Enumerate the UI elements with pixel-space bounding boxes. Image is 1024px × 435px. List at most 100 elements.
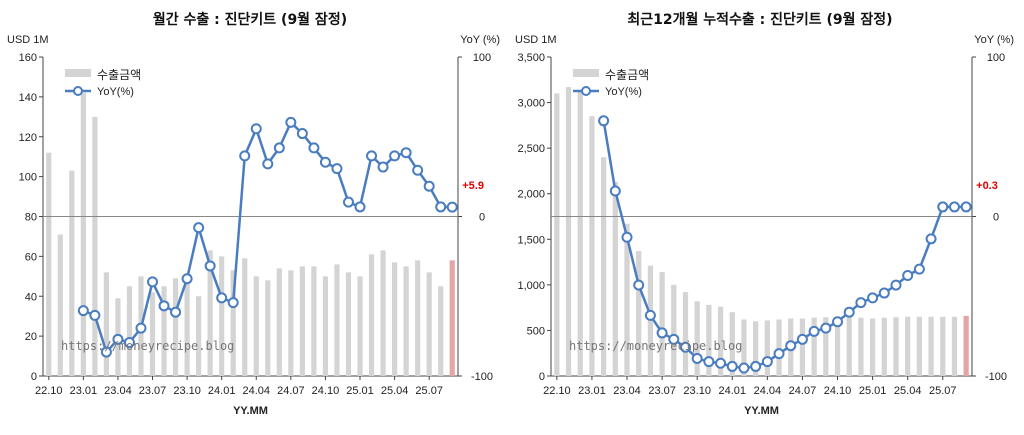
yoy-point	[878, 287, 890, 299]
bar	[799, 318, 806, 376]
last-yoy-annotation: +0.3	[976, 180, 998, 192]
bar	[253, 276, 259, 376]
bar	[172, 278, 179, 376]
yoy-point	[621, 231, 633, 243]
bar	[916, 316, 923, 376]
chart-2: 최근12개월 누적수출 : 진단키트 (9월 잠정) USD 1M YoY (%) 0…	[515, 11, 1014, 417]
left-tick-label: 0	[31, 371, 37, 383]
yoy-point	[679, 341, 691, 353]
yoy-point	[123, 337, 135, 349]
left-tick-label: 3,500	[517, 52, 545, 64]
legend-bar-swatch	[573, 69, 599, 77]
bar	[392, 262, 398, 376]
bar	[682, 292, 689, 376]
bar	[80, 92, 86, 376]
left-tick-label: 100	[19, 172, 37, 184]
bar	[57, 234, 63, 376]
yoy-point	[412, 164, 424, 176]
bar	[46, 152, 52, 376]
x-tick-label: 25.04	[381, 385, 409, 397]
bar	[811, 317, 817, 376]
yoy-point	[400, 147, 412, 159]
x-tick-label: 23.10	[173, 385, 201, 397]
x-tick-label: 23.07	[139, 385, 167, 397]
bar	[230, 270, 236, 376]
bar	[554, 93, 560, 376]
yoy-point	[239, 150, 251, 162]
legend-line-label: YoY(%)	[605, 86, 642, 98]
x-tick-label: 24.07	[277, 385, 305, 397]
bar	[565, 87, 572, 376]
right-axis-unit: YoY (%)	[460, 34, 500, 46]
x-axis-title: YY.MM	[744, 405, 779, 417]
x-tick-label: 24.01	[718, 385, 746, 397]
yoy-point	[262, 158, 274, 170]
bar	[881, 317, 887, 376]
yoy-point	[319, 156, 331, 168]
x-tick-label: 24.01	[208, 385, 236, 397]
yoy-point	[832, 316, 844, 328]
yoy-point	[644, 309, 656, 321]
bar	[357, 276, 363, 376]
right-tick-label: 0	[993, 212, 999, 224]
bar	[940, 316, 946, 376]
bar	[299, 266, 305, 376]
left-tick-label: 80	[25, 212, 37, 224]
bar	[345, 272, 352, 376]
yoy-point	[112, 333, 124, 345]
left-tick-label: 20	[25, 331, 37, 343]
bar	[823, 317, 829, 376]
x-tick-label: 23.10	[683, 385, 711, 397]
yoy-point	[750, 360, 762, 372]
yoy-point	[703, 356, 715, 368]
right-tick-label: -100	[471, 371, 493, 383]
x-tick-label: 25.07	[929, 385, 957, 397]
yoy-point	[925, 233, 937, 245]
yoy-point	[366, 150, 378, 162]
bar	[905, 316, 911, 376]
bar	[659, 272, 665, 376]
legend-bar-label: 수출금액	[605, 68, 649, 82]
yoy-point	[285, 116, 297, 128]
yoy-point	[796, 333, 808, 345]
bar	[426, 272, 432, 376]
yoy-point	[726, 360, 738, 372]
bar	[334, 264, 340, 376]
yoy-point	[227, 297, 239, 309]
bar	[834, 317, 841, 376]
left-tick-label: 120	[19, 132, 37, 144]
yoy-point	[633, 279, 645, 291]
yoy-point	[937, 201, 949, 213]
yoy-point	[100, 346, 112, 358]
yoy-point	[389, 150, 401, 162]
x-tick-label: 25.07	[415, 385, 443, 397]
yoy-point	[342, 196, 354, 208]
bar	[928, 316, 934, 376]
bar	[764, 320, 770, 376]
bar	[161, 286, 167, 376]
yoy-point	[308, 142, 320, 154]
last-yoy-annotation: +5.9	[462, 180, 484, 192]
yoy-point	[960, 201, 972, 213]
yoy-point	[913, 263, 925, 275]
bar	[869, 318, 876, 376]
x-tick-label: 25.01	[346, 385, 374, 397]
yoy-point	[446, 201, 458, 213]
yoy-point	[948, 201, 960, 213]
bar	[858, 317, 864, 376]
legend-bar-label: 수출금액	[97, 68, 141, 82]
yoy-point	[808, 325, 820, 337]
bar	[846, 317, 852, 376]
yoy-point	[785, 340, 797, 352]
yoy-point	[738, 362, 750, 374]
x-tick-label: 24.04	[242, 385, 270, 397]
x-tick-label: 22.10	[543, 385, 571, 397]
x-tick-label: 23.04	[104, 385, 132, 397]
bar	[242, 258, 248, 376]
left-tick-label: 60	[25, 251, 37, 263]
right-axis-unit: YoY (%)	[974, 34, 1014, 46]
yoy-point	[761, 356, 773, 368]
x-axis-title: YY.MM	[233, 405, 268, 417]
